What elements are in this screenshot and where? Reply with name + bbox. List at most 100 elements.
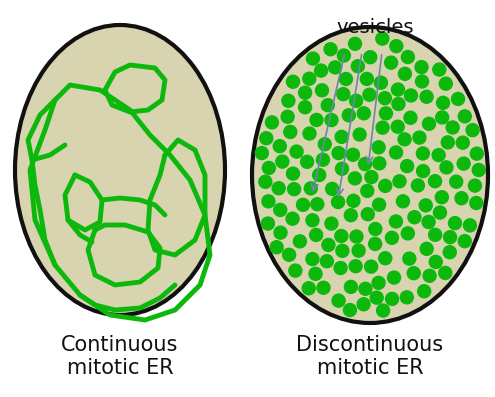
Circle shape — [415, 61, 428, 73]
Circle shape — [259, 175, 272, 188]
Circle shape — [262, 162, 275, 174]
Circle shape — [336, 244, 349, 257]
Circle shape — [451, 93, 464, 106]
Circle shape — [444, 246, 456, 259]
Circle shape — [270, 241, 283, 254]
Circle shape — [310, 114, 323, 126]
Circle shape — [262, 195, 275, 208]
Circle shape — [303, 127, 316, 140]
Circle shape — [302, 282, 315, 295]
Circle shape — [338, 49, 350, 62]
Circle shape — [404, 111, 417, 124]
Circle shape — [274, 226, 287, 239]
Circle shape — [326, 182, 339, 195]
Circle shape — [324, 43, 337, 56]
Circle shape — [444, 231, 456, 244]
Circle shape — [346, 148, 359, 161]
Circle shape — [274, 203, 287, 216]
Circle shape — [300, 155, 314, 168]
Circle shape — [372, 141, 385, 154]
Circle shape — [392, 98, 405, 110]
Circle shape — [360, 72, 373, 85]
Circle shape — [411, 179, 424, 192]
Circle shape — [370, 291, 383, 304]
Circle shape — [373, 198, 386, 211]
Circle shape — [363, 88, 376, 101]
Circle shape — [419, 199, 432, 212]
Circle shape — [313, 168, 326, 181]
Circle shape — [255, 146, 268, 160]
Circle shape — [309, 267, 322, 280]
Circle shape — [435, 191, 448, 204]
Circle shape — [306, 214, 319, 227]
Circle shape — [287, 75, 299, 88]
Text: Discontinuous
mitotic ER: Discontinuous mitotic ER — [297, 335, 444, 378]
Circle shape — [311, 198, 324, 211]
Circle shape — [422, 117, 436, 130]
Circle shape — [386, 293, 398, 305]
Circle shape — [306, 252, 319, 266]
Circle shape — [359, 282, 372, 295]
Circle shape — [344, 304, 356, 316]
Circle shape — [401, 50, 414, 64]
Circle shape — [404, 89, 417, 102]
Circle shape — [446, 121, 459, 134]
Circle shape — [369, 237, 382, 251]
Circle shape — [450, 175, 463, 188]
Text: Continuous
mitotic ER: Continuous mitotic ER — [61, 335, 179, 378]
Circle shape — [400, 291, 413, 304]
Circle shape — [332, 146, 345, 160]
Circle shape — [337, 88, 350, 101]
Circle shape — [416, 147, 429, 160]
Circle shape — [348, 172, 361, 185]
Circle shape — [441, 136, 454, 149]
Circle shape — [420, 242, 433, 255]
Circle shape — [284, 125, 297, 139]
Circle shape — [315, 64, 328, 77]
Circle shape — [429, 228, 442, 241]
Circle shape — [304, 182, 317, 195]
Circle shape — [298, 101, 311, 114]
Circle shape — [335, 130, 348, 143]
Circle shape — [470, 147, 483, 160]
Circle shape — [336, 162, 348, 175]
Circle shape — [400, 160, 414, 173]
Circle shape — [434, 206, 446, 219]
Circle shape — [310, 228, 323, 241]
Circle shape — [374, 76, 388, 89]
Circle shape — [334, 262, 347, 274]
Circle shape — [298, 86, 312, 99]
Circle shape — [325, 217, 338, 230]
Circle shape — [386, 231, 398, 244]
Circle shape — [390, 40, 403, 53]
Circle shape — [317, 281, 330, 294]
Circle shape — [260, 132, 273, 145]
Circle shape — [378, 92, 392, 105]
Circle shape — [315, 84, 329, 97]
Circle shape — [272, 182, 285, 195]
Circle shape — [352, 244, 365, 257]
Circle shape — [407, 267, 420, 280]
Circle shape — [440, 161, 453, 174]
Circle shape — [361, 184, 374, 197]
Circle shape — [345, 280, 357, 293]
Circle shape — [385, 56, 397, 69]
Circle shape — [348, 37, 361, 50]
Circle shape — [466, 123, 479, 137]
Circle shape — [468, 179, 482, 192]
Circle shape — [306, 52, 319, 65]
Circle shape — [408, 211, 421, 224]
Circle shape — [470, 197, 483, 210]
Circle shape — [437, 96, 449, 109]
Circle shape — [393, 175, 406, 188]
Circle shape — [290, 145, 303, 158]
Circle shape — [458, 110, 471, 123]
Circle shape — [422, 216, 435, 228]
Circle shape — [396, 195, 409, 208]
Circle shape — [332, 294, 345, 307]
Circle shape — [289, 264, 302, 277]
Circle shape — [457, 157, 470, 170]
Circle shape — [350, 230, 363, 243]
Circle shape — [347, 194, 360, 207]
Circle shape — [420, 90, 433, 103]
